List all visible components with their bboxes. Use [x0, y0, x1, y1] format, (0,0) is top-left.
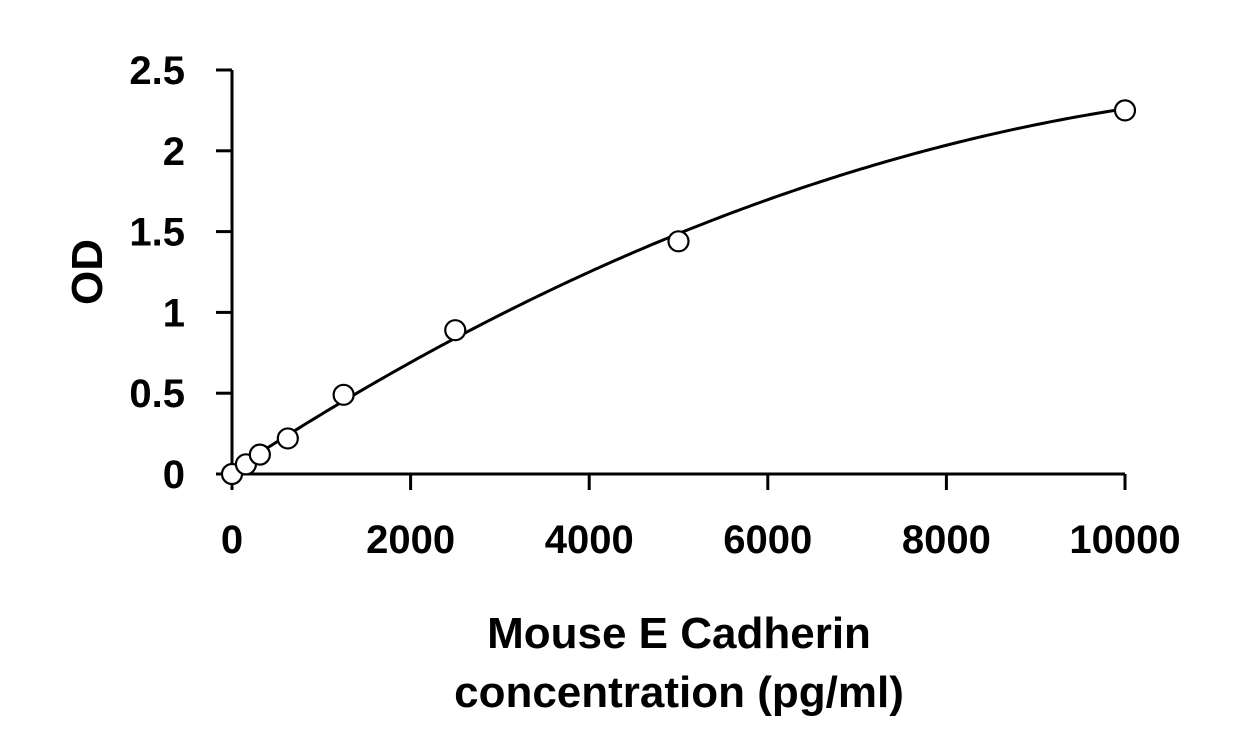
data-points	[220, 99, 1137, 486]
fit-curve	[231, 107, 1126, 473]
x-tick-label: 4000	[545, 518, 634, 562]
x-tick-label: 10000	[1069, 518, 1180, 562]
y-axis: 0 0.5 1 1.5 2 2.5	[129, 49, 234, 497]
y-tick-label: 1.5	[129, 211, 185, 255]
data-point	[276, 427, 299, 450]
x-axis-title-line-2: concentration (pg/ml)	[454, 668, 904, 717]
data-point	[1113, 99, 1137, 122]
x-tick-label: 6000	[723, 518, 812, 562]
data-point	[667, 230, 690, 253]
y-tick-label: 1	[163, 291, 185, 335]
data-point	[332, 383, 355, 406]
x-tick-label: 2000	[366, 518, 455, 562]
data-point	[444, 319, 467, 342]
data-point	[248, 443, 271, 466]
x-axis-title-line-1: Mouse E Cadherin	[487, 609, 871, 658]
x-ticks: 0 2000 4000 6000 8000 10000	[221, 474, 1181, 562]
x-tick-label: 0	[221, 518, 243, 562]
x-axis: 0 2000 4000 6000 8000 10000	[221, 472, 1181, 562]
y-tick-label: 2.5	[129, 49, 185, 93]
y-tick-label: 2	[163, 130, 185, 174]
y-axis-title: OD	[63, 239, 112, 305]
x-tick-label: 8000	[902, 518, 991, 562]
y-tick-label: 0	[163, 453, 185, 497]
y-tick-label: 0.5	[129, 372, 185, 416]
y-ticks: 0 0.5 1 1.5 2 2.5	[129, 49, 232, 497]
